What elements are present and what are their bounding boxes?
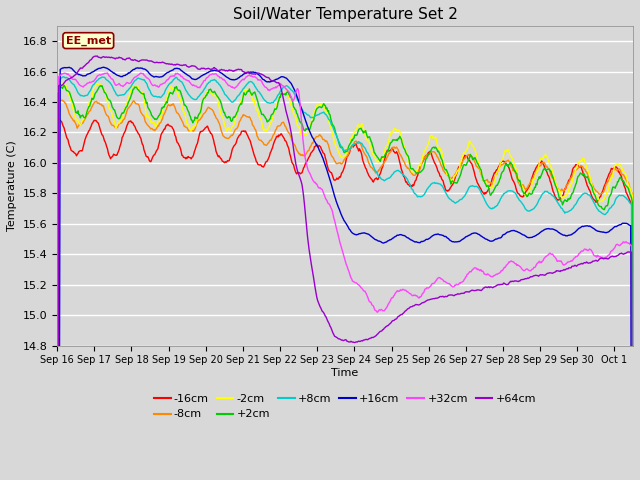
+32cm (300, 143, 307, 149)
Line: -8cm: -8cm (57, 100, 633, 480)
+32cm (134, 72, 142, 78)
-16cm (321, 155, 329, 161)
+16cm (134, 65, 142, 71)
-2cm (300, 132, 307, 137)
-2cm (134, 86, 142, 92)
+2cm (56, 86, 63, 92)
-8cm (57, 97, 65, 103)
-2cm (481, 179, 489, 185)
Line: +8cm: +8cm (57, 77, 633, 480)
-8cm (467, 153, 475, 159)
+16cm (321, 162, 329, 168)
+64cm (467, 288, 475, 294)
+8cm (134, 75, 142, 81)
-16cm (134, 131, 142, 137)
+32cm (56, 73, 63, 79)
Line: -16cm: -16cm (57, 120, 633, 480)
+64cm (300, 193, 307, 199)
+8cm (467, 183, 475, 189)
Title: Soil/Water Temperature Set 2: Soil/Water Temperature Set 2 (232, 7, 458, 22)
+64cm (481, 284, 489, 290)
Text: EE_met: EE_met (66, 36, 111, 46)
+16cm (481, 236, 489, 241)
+2cm (60, 83, 68, 88)
Line: +32cm: +32cm (57, 73, 633, 480)
+32cm (467, 269, 475, 275)
+16cm (100, 64, 108, 70)
+64cm (56, 83, 63, 88)
Legend: -16cm, -8cm, -2cm, +2cm, +8cm, +16cm, +32cm, +64cm: -16cm, -8cm, -2cm, +2cm, +8cm, +16cm, +3… (150, 389, 541, 424)
-16cm (56, 118, 64, 123)
+32cm (321, 195, 329, 201)
+2cm (134, 87, 142, 93)
+16cm (467, 231, 475, 237)
-8cm (56, 98, 63, 104)
-16cm (56, 117, 63, 123)
+8cm (60, 74, 67, 80)
Line: +2cm: +2cm (57, 85, 633, 480)
+16cm (300, 112, 307, 118)
+8cm (481, 198, 489, 204)
-16cm (467, 160, 475, 166)
-2cm (56, 82, 63, 88)
-8cm (300, 152, 307, 158)
+32cm (481, 271, 489, 277)
-2cm (61, 79, 68, 85)
+64cm (134, 59, 142, 64)
Line: +16cm: +16cm (57, 67, 633, 480)
-8cm (481, 178, 489, 184)
-2cm (321, 107, 329, 112)
+64cm (93, 53, 101, 59)
+2cm (481, 180, 489, 186)
-16cm (481, 190, 489, 195)
+32cm (104, 70, 111, 76)
Line: +64cm: +64cm (57, 56, 633, 480)
+8cm (300, 109, 307, 115)
+16cm (56, 383, 63, 389)
+2cm (300, 127, 307, 132)
Y-axis label: Temperature (C): Temperature (C) (7, 140, 17, 231)
-8cm (321, 139, 329, 144)
+2cm (321, 103, 329, 108)
+2cm (467, 153, 475, 158)
-16cm (300, 165, 307, 171)
+8cm (56, 77, 63, 83)
+64cm (321, 313, 329, 319)
-2cm (467, 141, 475, 146)
+8cm (321, 111, 329, 117)
Line: -2cm: -2cm (57, 82, 633, 480)
X-axis label: Time: Time (332, 368, 358, 378)
-8cm (134, 102, 142, 108)
